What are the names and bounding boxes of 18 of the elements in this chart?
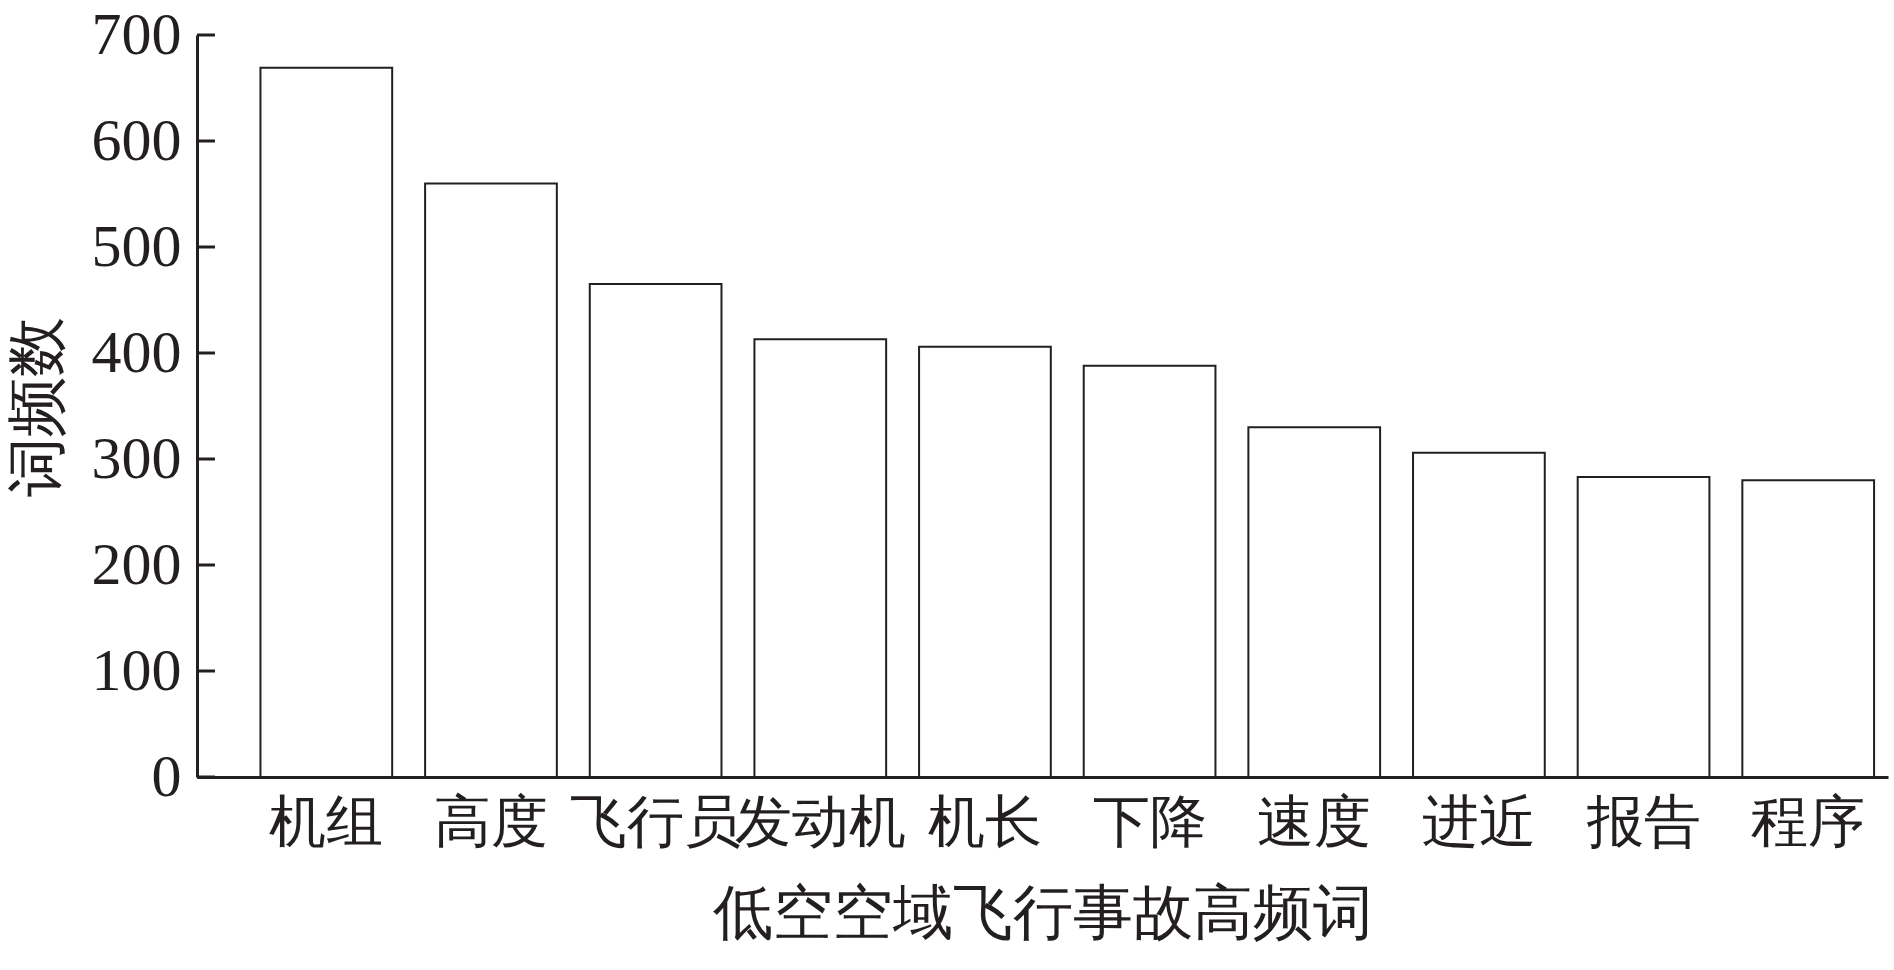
x-tick-label: 机组 — [269, 789, 384, 853]
x-tick-label: 机长 — [927, 789, 1042, 853]
y-tick-label: 400 — [91, 318, 182, 385]
x-tick-label: 程序 — [1751, 789, 1866, 853]
y-tick-label: 100 — [91, 636, 182, 703]
x-tick-label: 速度 — [1257, 789, 1372, 853]
y-tick-label: 500 — [91, 212, 182, 279]
y-tick-label: 200 — [91, 530, 182, 597]
x-tick-label: 高度 — [433, 789, 548, 853]
y-tick-label: 0 — [151, 742, 182, 809]
y-tick-label: 700 — [91, 0, 182, 67]
y-tick-label: 300 — [91, 424, 182, 491]
x-tick-label: 报告 — [1585, 789, 1701, 853]
y-axis-title: 词频数 — [3, 316, 70, 497]
y-tick-label: 600 — [91, 106, 182, 173]
x-tick-label: 下降 — [1092, 789, 1207, 853]
x-axis-title: 低空空域飞行事故高频词 — [713, 879, 1373, 946]
x-tick-label: 进近 — [1421, 789, 1536, 853]
